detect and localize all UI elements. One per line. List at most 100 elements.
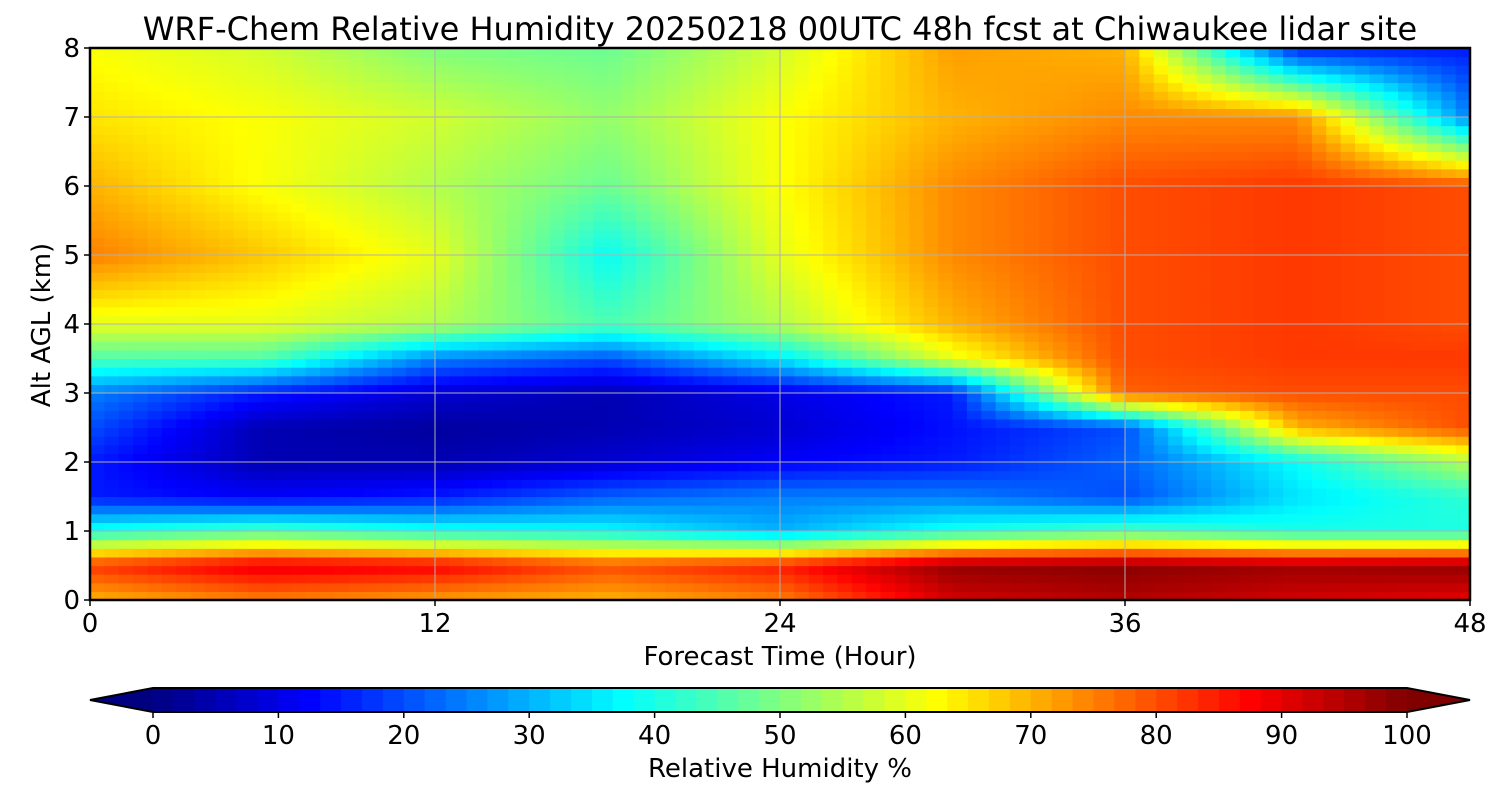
heatmap-cell xyxy=(607,591,623,601)
heatmap-cell xyxy=(636,151,652,161)
heatmap-cell xyxy=(794,548,810,558)
heatmap-cell xyxy=(1153,393,1169,403)
heatmap-cell xyxy=(866,306,882,316)
heatmap-cell xyxy=(492,306,508,316)
heatmap-cell xyxy=(1254,479,1270,489)
heatmap-cell xyxy=(1254,289,1270,299)
heatmap-cell xyxy=(478,211,494,222)
heatmap-cell xyxy=(449,358,465,368)
heatmap-cell xyxy=(1010,539,1025,549)
heatmap-cell xyxy=(118,410,134,420)
heatmap-cell xyxy=(1081,220,1097,230)
heatmap-cell xyxy=(1225,496,1241,506)
heatmap-cell xyxy=(1283,306,1299,316)
heatmap-cell xyxy=(1297,151,1313,161)
heatmap-cell xyxy=(205,522,220,532)
heatmap-cell xyxy=(1240,453,1255,463)
heatmap-cell xyxy=(320,548,335,558)
heatmap-cell xyxy=(1455,246,1471,256)
heatmap-cell xyxy=(90,246,105,256)
heatmap-cell xyxy=(147,349,163,360)
heatmap-cell xyxy=(1240,186,1255,196)
heatmap-cell xyxy=(406,565,422,575)
heatmap-cell xyxy=(880,298,896,308)
heatmap-cell xyxy=(305,160,321,170)
heatmap-cell xyxy=(262,556,278,567)
heatmap-cell xyxy=(578,393,594,403)
heatmap-cell xyxy=(1067,556,1083,567)
heatmap-cell xyxy=(1182,462,1198,472)
heatmap-cell xyxy=(435,375,450,385)
heatmap-cell xyxy=(1053,427,1069,437)
heatmap-cell xyxy=(1139,306,1155,316)
heatmap-cell xyxy=(550,470,565,480)
heatmap-cell xyxy=(348,513,364,523)
heatmap-cell xyxy=(1153,341,1169,351)
heatmap-cell xyxy=(478,539,494,549)
heatmap-cell xyxy=(1398,255,1414,265)
heatmap-cell xyxy=(1182,332,1198,342)
heatmap-cell xyxy=(895,177,910,187)
heatmap-cell xyxy=(377,220,393,230)
heatmap-cell xyxy=(995,436,1011,446)
heatmap-cell xyxy=(348,160,364,170)
heatmap-cell xyxy=(578,255,594,265)
heatmap-cell xyxy=(880,324,896,334)
heatmap-cell xyxy=(1211,556,1227,567)
heatmap-cell xyxy=(1110,194,1126,204)
heatmap-cell xyxy=(765,229,781,239)
heatmap-cell xyxy=(808,556,824,567)
heatmap-cell xyxy=(650,591,666,601)
heatmap-cell xyxy=(90,263,105,273)
heatmap-cell xyxy=(851,298,867,308)
heatmap-cell xyxy=(1139,289,1155,299)
heatmap-cell xyxy=(1010,246,1025,256)
heatmap-cell xyxy=(1268,574,1284,584)
heatmap-cell xyxy=(751,548,767,558)
heatmap-cell xyxy=(995,160,1011,170)
heatmap-cell xyxy=(406,194,422,204)
heatmap-cell xyxy=(1182,444,1198,454)
heatmap-cell xyxy=(305,220,321,230)
heatmap-cell xyxy=(607,427,623,437)
heatmap-cell xyxy=(147,237,163,247)
heatmap-cell xyxy=(535,418,551,429)
heatmap-cell xyxy=(938,280,954,291)
heatmap-cell xyxy=(1182,194,1198,204)
heatmap-cell xyxy=(708,548,724,558)
heatmap-cell xyxy=(736,151,752,161)
heatmap-cell xyxy=(1254,548,1270,558)
heatmap-cell xyxy=(334,194,350,204)
heatmap-cell xyxy=(808,280,824,291)
heatmap-cell xyxy=(1398,548,1414,558)
heatmap-cell xyxy=(420,505,436,515)
heatmap-cell xyxy=(1240,367,1255,377)
heatmap-cell xyxy=(780,531,795,541)
heatmap-cell xyxy=(463,358,479,368)
heatmap-cell xyxy=(1168,324,1184,334)
heatmap-cell xyxy=(262,427,278,437)
heatmap-cell xyxy=(219,280,235,291)
heatmap-cell xyxy=(938,487,954,498)
heatmap-cell xyxy=(276,289,292,299)
heatmap-cell xyxy=(463,349,479,360)
heatmap-cell xyxy=(276,332,292,342)
heatmap-cell xyxy=(794,332,810,342)
heatmap-cell xyxy=(621,505,637,515)
heatmap-cell xyxy=(1311,298,1327,308)
heatmap-cell xyxy=(1254,427,1270,437)
heatmap-cell xyxy=(276,358,292,368)
heatmap-cell xyxy=(607,349,623,360)
heatmap-cell xyxy=(923,505,939,515)
heatmap-cell xyxy=(506,522,522,532)
heatmap-cell xyxy=(205,341,220,351)
heatmap-cell xyxy=(104,505,120,515)
heatmap-cell xyxy=(133,203,149,213)
heatmap-cell xyxy=(1168,194,1184,204)
heatmap-cell xyxy=(377,384,393,394)
heatmap-cell xyxy=(506,556,522,567)
heatmap-cell xyxy=(851,462,867,472)
heatmap-cell xyxy=(1010,384,1025,394)
heatmap-cell xyxy=(190,298,206,308)
heatmap-cell xyxy=(636,272,652,282)
